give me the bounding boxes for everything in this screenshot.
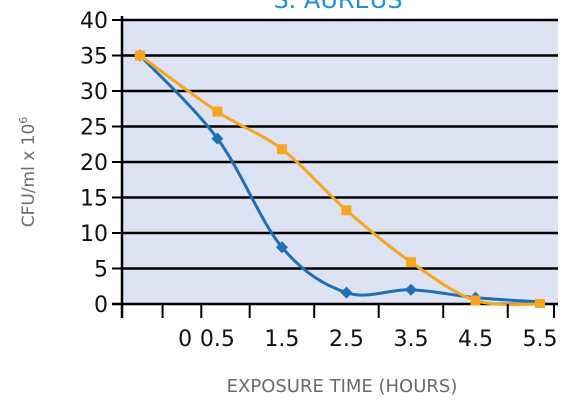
x-tick-label: 4.5 (458, 327, 493, 352)
y-tick-label: 25 (80, 116, 108, 141)
data-point-diamond (211, 132, 224, 145)
x-tick-label: 3.5 (393, 327, 428, 352)
y-tick-label: 30 (80, 80, 108, 105)
series-group (134, 49, 545, 308)
data-point-square (341, 205, 352, 216)
data-point-square (405, 257, 416, 268)
data-point-square (535, 299, 545, 308)
y-axis-label-text: CFU/ml x 10 (19, 124, 39, 228)
gridlines (122, 18, 558, 270)
y-tick-label: 15 (80, 187, 108, 212)
data-point-diamond (340, 286, 353, 299)
data-point-diamond (275, 241, 288, 254)
x-tick-labels: 0 0.5 1.5 2.5 3.5 4.5 5.5 (161, 304, 558, 352)
y-axis-label: CFU/ml x 106 (17, 117, 39, 228)
x-tick-label: 0 (178, 327, 192, 352)
x-tick-label: 1.5 (264, 327, 299, 352)
data-point-square (212, 106, 223, 117)
y-tick-label: 20 (80, 151, 108, 176)
y-tick-label: 35 (80, 45, 108, 70)
y-tick-label: 0 (94, 293, 108, 318)
y-tick-label: 10 (80, 222, 108, 247)
x-axis-label: EXPOSURE TIME (HOURS) (227, 376, 458, 397)
data-point-square (276, 144, 287, 155)
data-point-square (135, 50, 145, 61)
data-point-square (470, 295, 481, 306)
y-axis-label-exponent: 6 (17, 117, 30, 124)
y-tick-label: 5 (94, 258, 108, 283)
y-tick-label: 40 (80, 9, 108, 34)
x-tick-label: 5.5 (523, 327, 558, 352)
data-point-diamond (404, 283, 417, 296)
y-tick-labels: 0 5 10 15 20 25 30 35 40 (80, 9, 122, 318)
chart-title: S. AUREUS (273, 0, 402, 14)
x-tick-label: 0.5 (200, 327, 235, 352)
x-tick-label: 2.5 (329, 327, 364, 352)
